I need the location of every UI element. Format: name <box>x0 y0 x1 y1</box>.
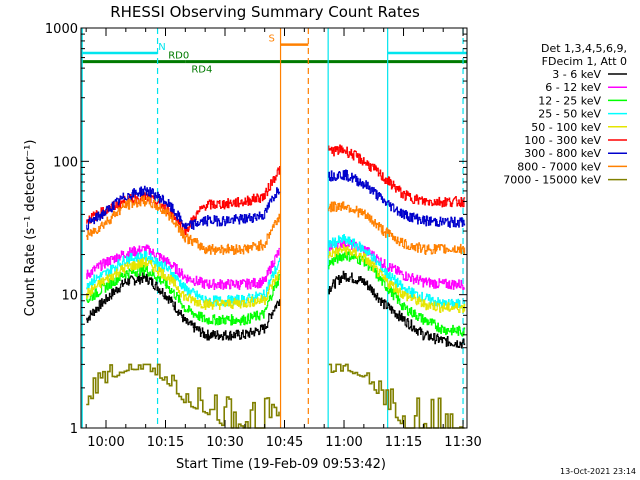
legend-label: 7000 - 15000 keV <box>503 174 601 187</box>
series-line <box>328 244 466 314</box>
segment-label: N <box>158 42 165 53</box>
series-line <box>86 264 281 326</box>
x-axis: 10:00 10:15 10:30 10:45 11:00 11:15 11:30 <box>85 28 482 450</box>
x-tick-label: 10:45 <box>266 435 303 450</box>
series-line <box>86 185 281 231</box>
series-line <box>328 238 466 291</box>
segment-label: RD0 <box>168 51 189 62</box>
x-tick-label: 11:30 <box>444 435 481 450</box>
legend-label: 50 - 100 keV <box>531 121 601 134</box>
series-line <box>86 250 281 307</box>
plot-frame <box>80 27 468 429</box>
y-tick-label: 1000 <box>45 22 78 37</box>
legend: Det 1,3,4,5,6,9, FDecim 1, Att 0 3 - 6 k… <box>503 42 627 187</box>
legend-label: 25 - 50 keV <box>538 108 601 121</box>
series-line <box>328 144 466 208</box>
legend-label: 300 - 800 keV <box>524 147 601 160</box>
series-line <box>328 251 466 337</box>
y-tick-label: 10 <box>61 289 78 304</box>
series-line <box>86 272 281 341</box>
legend-label: 100 - 300 keV <box>524 134 601 147</box>
series-line <box>328 363 465 429</box>
series-line <box>86 363 280 429</box>
series-line <box>328 169 466 228</box>
legend-header-line-2: FDecim 1, Att 0 <box>542 55 627 68</box>
series-layer <box>86 144 466 429</box>
y-axis: 1 10 100 1000 <box>45 22 467 437</box>
segment-label: RD4 <box>191 65 212 76</box>
x-tick-label: 11:00 <box>325 435 362 450</box>
x-tick-label: 10:00 <box>87 435 124 450</box>
footer-timestamp: 13-Oct-2021 23:14 <box>560 467 636 476</box>
y-axis-label: Count Rate (s⁻¹ detector⁻¹) <box>23 140 38 317</box>
legend-label: 12 - 25 keV <box>538 94 601 107</box>
series-line <box>328 201 466 255</box>
y-tick-label: 100 <box>53 155 78 170</box>
series-line <box>86 195 281 255</box>
legend-label: 3 - 6 keV <box>552 68 601 81</box>
chart-title: RHESSI Observing Summary Count Rates <box>110 3 420 21</box>
x-tick-label: 10:15 <box>147 435 184 450</box>
series-line <box>86 257 281 311</box>
x-tick-label: 10:30 <box>206 435 243 450</box>
x-axis-label: Start Time (19-Feb-09 09:53:42) <box>176 457 386 472</box>
segment-label: S <box>269 34 275 45</box>
legend-header-line-1: Det 1,3,4,5,6,9, <box>541 42 627 55</box>
y-tick-label: 1 <box>70 422 78 437</box>
legend-label: 6 - 12 keV <box>545 81 601 94</box>
legend-label: 800 - 7000 keV <box>517 160 601 173</box>
series-line <box>328 270 466 349</box>
x-tick-label: 11:15 <box>385 435 422 450</box>
